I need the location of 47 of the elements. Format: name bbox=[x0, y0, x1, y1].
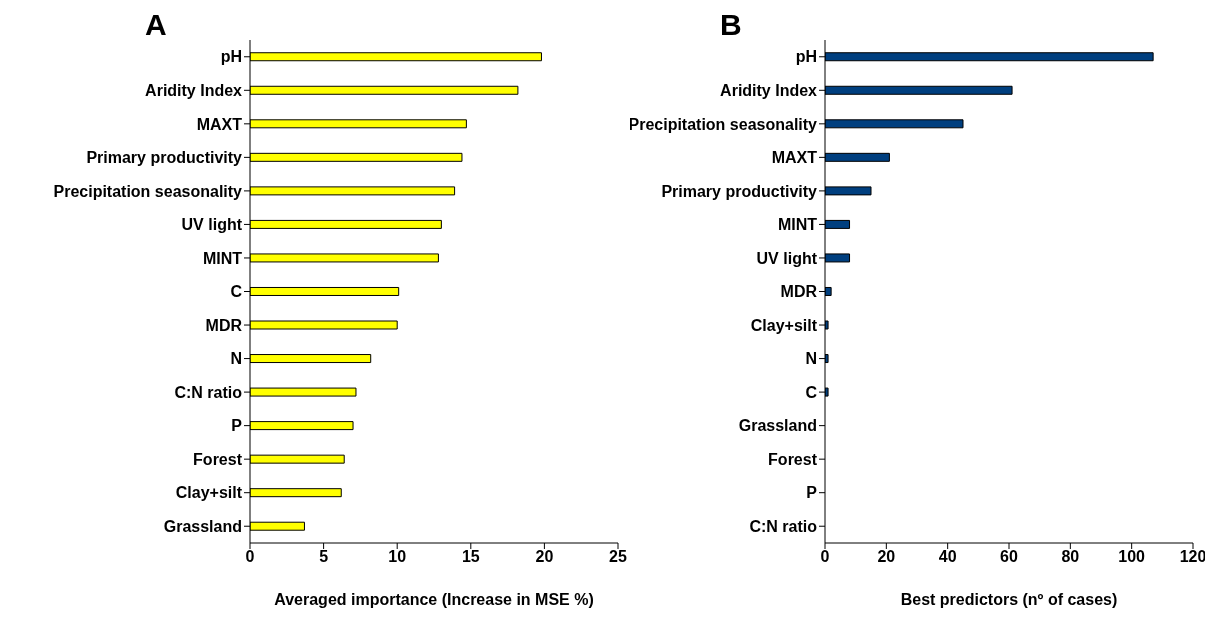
y-tick-label: pH bbox=[220, 48, 242, 66]
x-tick-label: 100 bbox=[1118, 548, 1146, 566]
x-tick-label: 15 bbox=[461, 548, 480, 566]
x-tick-label: 10 bbox=[388, 548, 407, 566]
x-tick-label: 20 bbox=[877, 548, 896, 566]
y-tick-label: Forest bbox=[768, 450, 818, 468]
y-tick-label: N bbox=[230, 350, 242, 368]
y-tick-label: Precipitation seasonality bbox=[53, 182, 243, 200]
y-tick-label: MAXT bbox=[196, 115, 243, 133]
y-tick-label: Primary productivity bbox=[86, 149, 243, 167]
x-tick-label: 5 bbox=[319, 548, 329, 566]
y-tick-label: pH bbox=[795, 48, 817, 66]
y-tick-label: Clay+silt bbox=[750, 316, 818, 334]
y-tick-label: Grassland bbox=[163, 517, 242, 535]
y-tick-label: Precipitation seasonality bbox=[628, 115, 818, 133]
y-tick-label: MAXT bbox=[771, 149, 818, 167]
x-tick-label: 20 bbox=[535, 548, 554, 566]
x-axis-title: Averaged importance (Increase in MSE %) bbox=[274, 591, 594, 608]
y-tick-label: Grassland bbox=[738, 417, 817, 435]
x-tick-label: 60 bbox=[1000, 548, 1018, 566]
y-tick-label: Forest bbox=[193, 450, 243, 468]
y-tick-label: C bbox=[805, 383, 818, 401]
y-tick-label: C:N ratio bbox=[174, 383, 243, 401]
y-tick-label: UV light bbox=[756, 249, 818, 267]
y-tick-label: Aridity Index bbox=[720, 81, 818, 99]
y-tick-label: P bbox=[806, 484, 818, 502]
y-tick-label: MINT bbox=[777, 216, 818, 234]
y-tick-label: C:N ratio bbox=[749, 517, 818, 535]
x-axis-title: Best predictors (nº of cases) bbox=[900, 591, 1118, 608]
x-tick-label: 120 bbox=[1179, 548, 1207, 566]
x-tick-label: 25 bbox=[609, 548, 627, 566]
y-tick-label: MDR bbox=[205, 316, 243, 334]
y-tick-label: Clay+silt bbox=[175, 484, 243, 502]
x-tick-label: 0 bbox=[820, 548, 830, 566]
y-tick-label: C bbox=[230, 283, 243, 301]
y-tick-label: P bbox=[231, 417, 243, 435]
y-tick-label: Primary productivity bbox=[661, 182, 818, 200]
y-tick-label: Aridity Index bbox=[145, 81, 243, 99]
y-tick-label: MDR bbox=[780, 283, 818, 301]
x-tick-label: 0 bbox=[245, 548, 255, 566]
x-tick-label: 80 bbox=[1061, 548, 1080, 566]
y-tick-label: N bbox=[805, 350, 817, 368]
x-tick-label: 40 bbox=[938, 548, 957, 566]
chart-title: A bbox=[145, 8, 167, 42]
y-tick-label: UV light bbox=[181, 216, 243, 234]
y-tick-label: MINT bbox=[202, 249, 243, 267]
chart-title: B bbox=[720, 8, 742, 42]
